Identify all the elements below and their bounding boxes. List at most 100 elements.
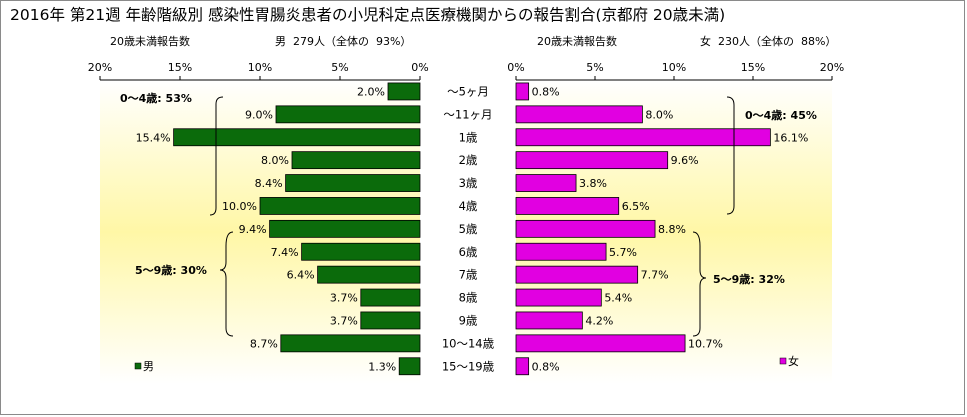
- female-axis-tick-label: 5%: [586, 61, 603, 74]
- male-0-4-bracket-upper: [209, 96, 224, 216]
- female-value-label: 9.6%: [671, 154, 699, 167]
- female-bar-2歳: [515, 151, 669, 170]
- male-bar-4歳: [259, 197, 421, 215]
- legend-female-label: 女: [788, 354, 799, 368]
- category-label: 2歳: [459, 153, 478, 167]
- male-value-labels: 2.0% 9.0% 15.4% 8.0% 8.4% 10.0% 9.4% 7.4% 6.4% 3.…: [136, 85, 397, 373]
- male-axis-tick-label: 15%: [168, 61, 192, 74]
- male-value-label: 9.0%: [245, 108, 273, 121]
- female-value-label: 0.8%: [532, 360, 560, 373]
- category-label: 4歳: [459, 199, 478, 213]
- female-bar-9歳: [515, 311, 583, 330]
- male-value-label: 2.0%: [357, 85, 385, 98]
- chart-title: 2016年 第21週 年齢階級別 感染性胃腸炎患者の小児科定点医療機関からの報告…: [10, 6, 725, 24]
- female-value-label: 8.0%: [645, 108, 673, 121]
- male-value-label: 6.4%: [287, 269, 315, 282]
- category-label: 1歳: [459, 130, 478, 144]
- male-value-label: 3.7%: [330, 314, 358, 327]
- male-value-label: 10.0%: [222, 200, 257, 213]
- male-bar-9歳: [360, 311, 421, 330]
- male-axis-tick-label: 0%: [411, 61, 428, 74]
- male-value-label: 8.4%: [255, 177, 283, 190]
- male-bar-～5ヶ月: [387, 82, 421, 101]
- category-label: 7歳: [459, 268, 478, 282]
- female-bar-6歳: [515, 242, 607, 261]
- female-value-label: 4.2%: [585, 314, 613, 327]
- female-bar-5歳: [515, 219, 656, 238]
- category-label: 8歳: [459, 291, 478, 305]
- female-bar-7歳: [515, 265, 639, 284]
- female-bar-8歳: [515, 288, 602, 307]
- male-bar-2歳: [291, 151, 421, 170]
- female-value-label: 16.1%: [773, 131, 808, 144]
- male-value-label: 1.3%: [368, 360, 396, 373]
- female-5-9-bracket: [692, 231, 707, 337]
- male-bar-1歳: [173, 128, 421, 147]
- male-count: 男 279人（全体の 93%）: [275, 34, 411, 48]
- female-value-label: 10.7%: [688, 337, 723, 350]
- female-value-label: 7.7%: [641, 269, 669, 282]
- category-label: ～11ヶ月: [443, 107, 492, 121]
- male-bar-15～19歳: [398, 357, 421, 376]
- female-bar-4歳: [515, 197, 620, 215]
- male-value-label: 7.4%: [271, 246, 299, 259]
- male-axis-tick-label: 5%: [331, 61, 348, 74]
- female-bar-～5ヶ月: [515, 82, 530, 101]
- male-value-label: 3.7%: [330, 292, 358, 305]
- legend-female-swatch: [779, 357, 787, 365]
- female-bar-～11ヶ月: [515, 105, 643, 124]
- male-value-label: 8.0%: [261, 154, 289, 167]
- male-bar-6歳: [301, 242, 421, 261]
- female-bar-1歳: [515, 128, 771, 147]
- female-caption: 20歳未満報告数: [537, 35, 617, 48]
- male-bar-3歳: [285, 174, 421, 192]
- annotation-female-5-9: 5～9歳: 32%: [713, 272, 785, 286]
- female-bar-10～14歳: [515, 334, 686, 353]
- male-bar-7歳: [317, 265, 421, 284]
- female-0-4-bracket: [726, 96, 735, 215]
- female-value-label: 5.4%: [604, 292, 632, 305]
- female-axis-tick-label: 10%: [662, 61, 686, 74]
- female-bar-15～19歳: [515, 357, 530, 376]
- female-value-labels: 0.8% 8.0% 16.1% 9.6% 3.8% 6.5% 8.8% 5.7% 7.7% 5.4…: [532, 85, 809, 373]
- male-bar-8歳: [360, 288, 421, 307]
- male-bar-5歳: [269, 219, 421, 238]
- annotation-male-0-4: 0～4歳: 53%: [120, 91, 192, 105]
- category-label: 10～14歳: [442, 336, 495, 350]
- male-axis: 20% 15% 10% 5% 0%: [88, 61, 429, 81]
- annotation-female-0-4: 0～4歳: 45%: [745, 108, 817, 122]
- category-label: 5歳: [459, 222, 478, 236]
- male-bar-～11ヶ月: [275, 105, 421, 124]
- female-axis-tick-label: 20%: [820, 61, 844, 74]
- category-label: 9歳: [459, 313, 478, 327]
- female-axis-tick-label: 15%: [741, 61, 765, 74]
- female-bar-3歳: [515, 174, 577, 192]
- legend-male-swatch: [134, 362, 142, 370]
- female-value-label: 0.8%: [532, 85, 560, 98]
- female-axis-tick-label: 0%: [507, 61, 524, 74]
- female-value-label: 8.8%: [658, 223, 686, 236]
- male-axis-tick-label: 10%: [248, 61, 272, 74]
- female-value-label: 3.8%: [579, 177, 607, 190]
- legend-male-label: 男: [143, 360, 154, 373]
- category-label: ～5ヶ月: [447, 84, 489, 98]
- female-bars: [515, 82, 771, 376]
- male-caption: 20歳未満報告数: [110, 35, 190, 48]
- male-value-label: 9.4%: [239, 223, 267, 236]
- category-label: 15～19歳: [442, 359, 495, 373]
- male-value-label: 8.7%: [250, 337, 278, 350]
- category-label: 3歳: [459, 176, 478, 190]
- male-5-9-bracket: [219, 231, 234, 337]
- male-axis-tick-label: 20%: [88, 61, 112, 74]
- annotation-male-5-9: 5～9歳: 30%: [135, 263, 207, 277]
- male-value-label: 15.4%: [136, 131, 171, 144]
- category-labels: ～5ヶ月 ～11ヶ月 1歳 2歳 3歳 4歳 5歳 6歳 7歳 8歳 9歳 10～14歳 15～19歳: [442, 84, 495, 373]
- female-value-label: 5.7%: [609, 246, 637, 259]
- female-count: 女 230人（全体の 88%）: [700, 34, 836, 48]
- category-label: 6歳: [459, 245, 478, 259]
- female-axis: 0% 5% 10% 15% 20%: [507, 61, 844, 81]
- male-bar-10～14歳: [280, 334, 421, 353]
- female-value-label: 6.5%: [622, 200, 650, 213]
